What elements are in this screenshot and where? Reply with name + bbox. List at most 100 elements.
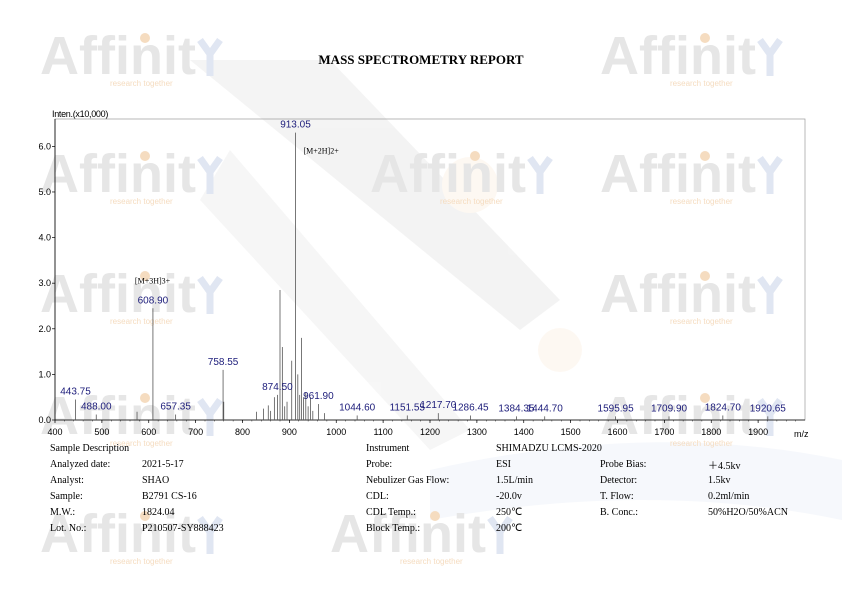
watermark-tagline: research together — [670, 439, 733, 448]
watermark-tagline: research together — [110, 197, 173, 206]
watermark-tagline: research together — [670, 317, 733, 326]
instrument-param-label: Probe: — [366, 458, 393, 470]
y-tick-label: 2.0 — [38, 324, 51, 334]
x-tick-label: 1600 — [607, 427, 627, 437]
peak-label: 657.35 — [160, 402, 191, 413]
watermark-brand: Affinit — [40, 26, 196, 86]
instrument-model: SHIMADZU LCMS-2020 — [496, 442, 602, 454]
sample-field-label: Analyst: — [50, 474, 84, 486]
instrument-table: Instrument SHIMADZU LCMS-2020 Probe: ESI P… — [366, 440, 788, 536]
y-tick-label: 3.0 — [38, 278, 51, 288]
instrument-row: CDL: -20.0v T. Flow: 0.2ml/min — [366, 488, 788, 504]
watermark-dot — [700, 393, 710, 403]
watermark-dot — [700, 151, 710, 161]
x-tick-label: 1500 — [561, 427, 581, 437]
sample-row: Analyzed date: 2021-5-17 — [50, 456, 224, 472]
peak-label: 1217.70 — [420, 400, 457, 411]
peak-label: 874.50 — [262, 382, 293, 393]
instrument-row: CDL Temp.: 250℃ B. Conc.: 50%H2O/50%ACN — [366, 504, 788, 520]
watermark-dot — [140, 271, 150, 281]
watermark-dot — [140, 151, 150, 161]
peak-label: 608.90 — [138, 295, 169, 306]
sample-field-value: SHAO — [142, 474, 170, 486]
x-tick-label: 1700 — [654, 427, 674, 437]
sample-field-value: 2021-5-17 — [142, 458, 184, 470]
watermark-tagline: research together — [110, 439, 173, 448]
sample-field-label: Lot. No.: — [50, 522, 87, 534]
y-tick-label: 5.0 — [38, 187, 51, 197]
x-tick-label: 1200 — [420, 427, 440, 437]
watermark-dot — [140, 511, 150, 521]
instrument-param-label: Detector: — [600, 474, 638, 486]
x-tick-label: 1000 — [326, 427, 346, 437]
peak-label: 1920.65 — [750, 403, 787, 414]
sample-heading: Sample Description — [50, 442, 130, 454]
instrument-param-label: CDL: — [366, 490, 389, 502]
instrument-param-label: CDL Temp.: — [366, 506, 416, 518]
peak-label: 1444.70 — [527, 403, 564, 414]
axes: 0.0 1.0 2.0 3.0 4.0 5.0 6.0 400 500 600 700 800 900 1… — [38, 118, 806, 437]
sample-field-label: M.W.: — [50, 506, 76, 518]
watermark-dot — [700, 33, 710, 43]
instrument-param-value: 1.5L/min — [496, 474, 533, 486]
sample-field-value: 1824.04 — [142, 506, 175, 518]
antibody-icon — [197, 37, 223, 76]
sample-row: Sample: B2791 CS-16 — [50, 488, 224, 504]
antibody-icon — [197, 515, 223, 554]
peak-labels: 443.75 488.00 608.90 657.35 758.55 874.50 913.… — [60, 120, 786, 415]
instrument-heading: Instrument — [366, 442, 410, 454]
y-tick-label: 6.0 — [38, 141, 51, 151]
sample-field-label: Sample: — [50, 490, 83, 502]
sample-field-value: P210507-SY888423 — [142, 522, 224, 534]
y-tick-label: 0.0 — [38, 415, 51, 425]
watermark-brand: Affinit — [330, 504, 486, 564]
instrument-param-value: -20.0v — [496, 490, 522, 502]
x-tick-label: 700 — [188, 427, 203, 437]
instrument-row: Block Temp.: 200℃ — [366, 520, 788, 536]
peak-label: 1151.55 — [390, 402, 426, 413]
peak-label: 488.00 — [81, 402, 112, 413]
instrument-param-label: Probe Bias: — [600, 458, 647, 470]
x-tick-label: 500 — [94, 427, 109, 437]
instrument-param-value: ESI — [496, 458, 511, 470]
instrument-param-value: ＋4.5kv — [708, 460, 741, 472]
watermark-brand: Affinit — [370, 144, 526, 204]
watermark-brand: Affinit — [40, 144, 196, 204]
x-tick-label: 900 — [282, 427, 297, 437]
x-tick-label: 1800 — [701, 427, 721, 437]
watermark-dot — [700, 271, 710, 281]
watermark-brand: Affinit — [600, 264, 756, 324]
antibody-icon — [527, 155, 553, 194]
x-tick-label: 1100 — [373, 427, 392, 437]
peak-label: 1044.60 — [339, 402, 376, 413]
antibody-icon — [757, 37, 783, 76]
instrument-param-label: T. Flow: — [600, 490, 634, 502]
watermark-brand: Affinit — [600, 144, 756, 204]
instrument-param-value: 250℃ — [496, 506, 523, 518]
watermark-tagline: research together — [110, 557, 173, 566]
plot-frame — [54, 118, 806, 421]
report-title: MASS SPECTROMETRY REPORT — [318, 52, 524, 67]
x-tick-label: 1900 — [748, 427, 768, 437]
peak-label: 1709.90 — [651, 403, 688, 414]
peak-label: 1286.45 — [452, 402, 489, 413]
watermark-tagline: research together — [670, 79, 733, 88]
watermark-tagline: research together — [110, 317, 173, 326]
watermark-dot — [140, 393, 150, 403]
sample-field-label: Analyzed date: — [50, 458, 111, 470]
mass-spectrum-chart: Inten.(x10,000) m/z 0.0 1.0 2.0 3.0 4.0 5.0 6.… — [38, 109, 809, 439]
instrument-param-value — [708, 520, 788, 536]
antibody-icon — [757, 155, 783, 194]
instrument-row: Nebulizer Gas Flow: 1.5L/min Detector: 1.5k… — [366, 472, 788, 488]
instrument-param-value: 50%H2O/50%ACN — [708, 506, 788, 518]
x-tick-label: 1400 — [514, 427, 534, 437]
watermark-dot — [140, 33, 150, 43]
ion-annotation: [M+3H]3+ — [135, 276, 171, 285]
sample-description-table: Sample Description Analyzed date: 2021-5-… — [50, 440, 224, 536]
